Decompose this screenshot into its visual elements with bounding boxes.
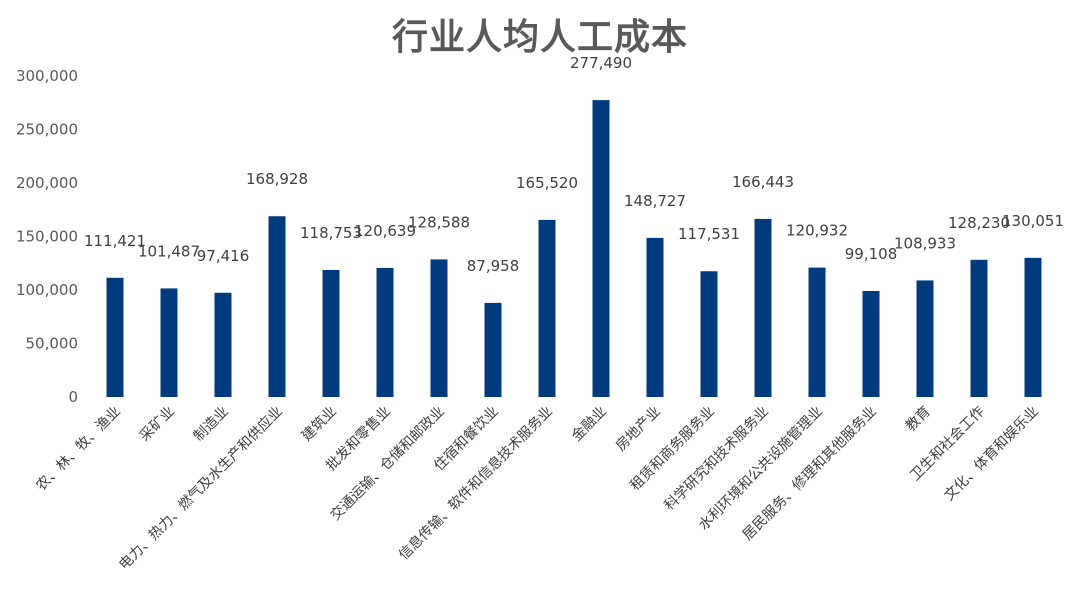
data-label: 117,531 (678, 225, 740, 243)
chart-title: 行业人均人工成本 (391, 17, 688, 58)
data-label: 118,753 (300, 224, 362, 242)
bar (1024, 257, 1042, 397)
bar (862, 290, 880, 397)
bar (106, 277, 124, 397)
data-label: 148,727 (624, 192, 686, 210)
x-tick-label: 采矿业 (137, 404, 178, 445)
bars (106, 100, 1042, 398)
bar (322, 269, 340, 397)
bar (268, 216, 286, 397)
y-tick-label: 100,000 (16, 281, 78, 299)
data-label: 128,230 (948, 214, 1010, 232)
x-tick-label: 制造业 (191, 404, 232, 445)
bar (808, 267, 826, 397)
bar (160, 288, 178, 397)
x-tick-label: 科学研究和技术服务业 (662, 404, 772, 514)
bar (646, 237, 664, 397)
data-label: 130,051 (1002, 212, 1064, 230)
data-label: 108,933 (894, 234, 956, 252)
y-tick-label: 300,000 (16, 67, 78, 85)
bar (538, 219, 556, 397)
bar (700, 271, 718, 397)
y-tick-label: 0 (68, 388, 78, 406)
bar (970, 259, 988, 397)
data-label: 120,932 (786, 222, 848, 240)
x-tick-label: 房地产业 (613, 404, 664, 455)
bar (214, 292, 232, 397)
y-tick-label: 250,000 (16, 121, 78, 139)
data-label: 166,443 (732, 173, 794, 191)
x-tick-label: 建筑业 (299, 404, 340, 445)
x-tick-label: 文化、体育和娱乐业 (941, 404, 1041, 504)
data-label: 97,416 (197, 247, 250, 265)
x-tick-label: 农、林、牧、渔业 (33, 404, 124, 495)
y-tick-label: 200,000 (16, 174, 78, 192)
bar (376, 267, 394, 397)
y-axis: 0 50,000 100,000 150,000 200,000 250,000 300,0… (16, 67, 78, 406)
data-label: 168,928 (246, 170, 308, 188)
bar (484, 302, 502, 397)
bar (592, 100, 610, 398)
data-label: 111,421 (84, 232, 146, 250)
data-label: 99,108 (845, 245, 898, 263)
bar (430, 259, 448, 397)
data-label: 120,639 (354, 222, 416, 240)
data-label: 165,520 (516, 174, 578, 192)
x-tick-label: 金融业 (569, 404, 610, 445)
bar (754, 218, 772, 397)
bar (916, 280, 934, 397)
y-tick-label: 50,000 (26, 335, 79, 353)
data-label: 87,958 (467, 257, 520, 275)
data-label: 128,588 (408, 213, 470, 231)
data-label: 277,490 (570, 54, 632, 72)
y-tick-label: 150,000 (16, 228, 78, 246)
x-tick-label: 教育 (903, 404, 934, 435)
data-label: 101,487 (138, 242, 200, 260)
